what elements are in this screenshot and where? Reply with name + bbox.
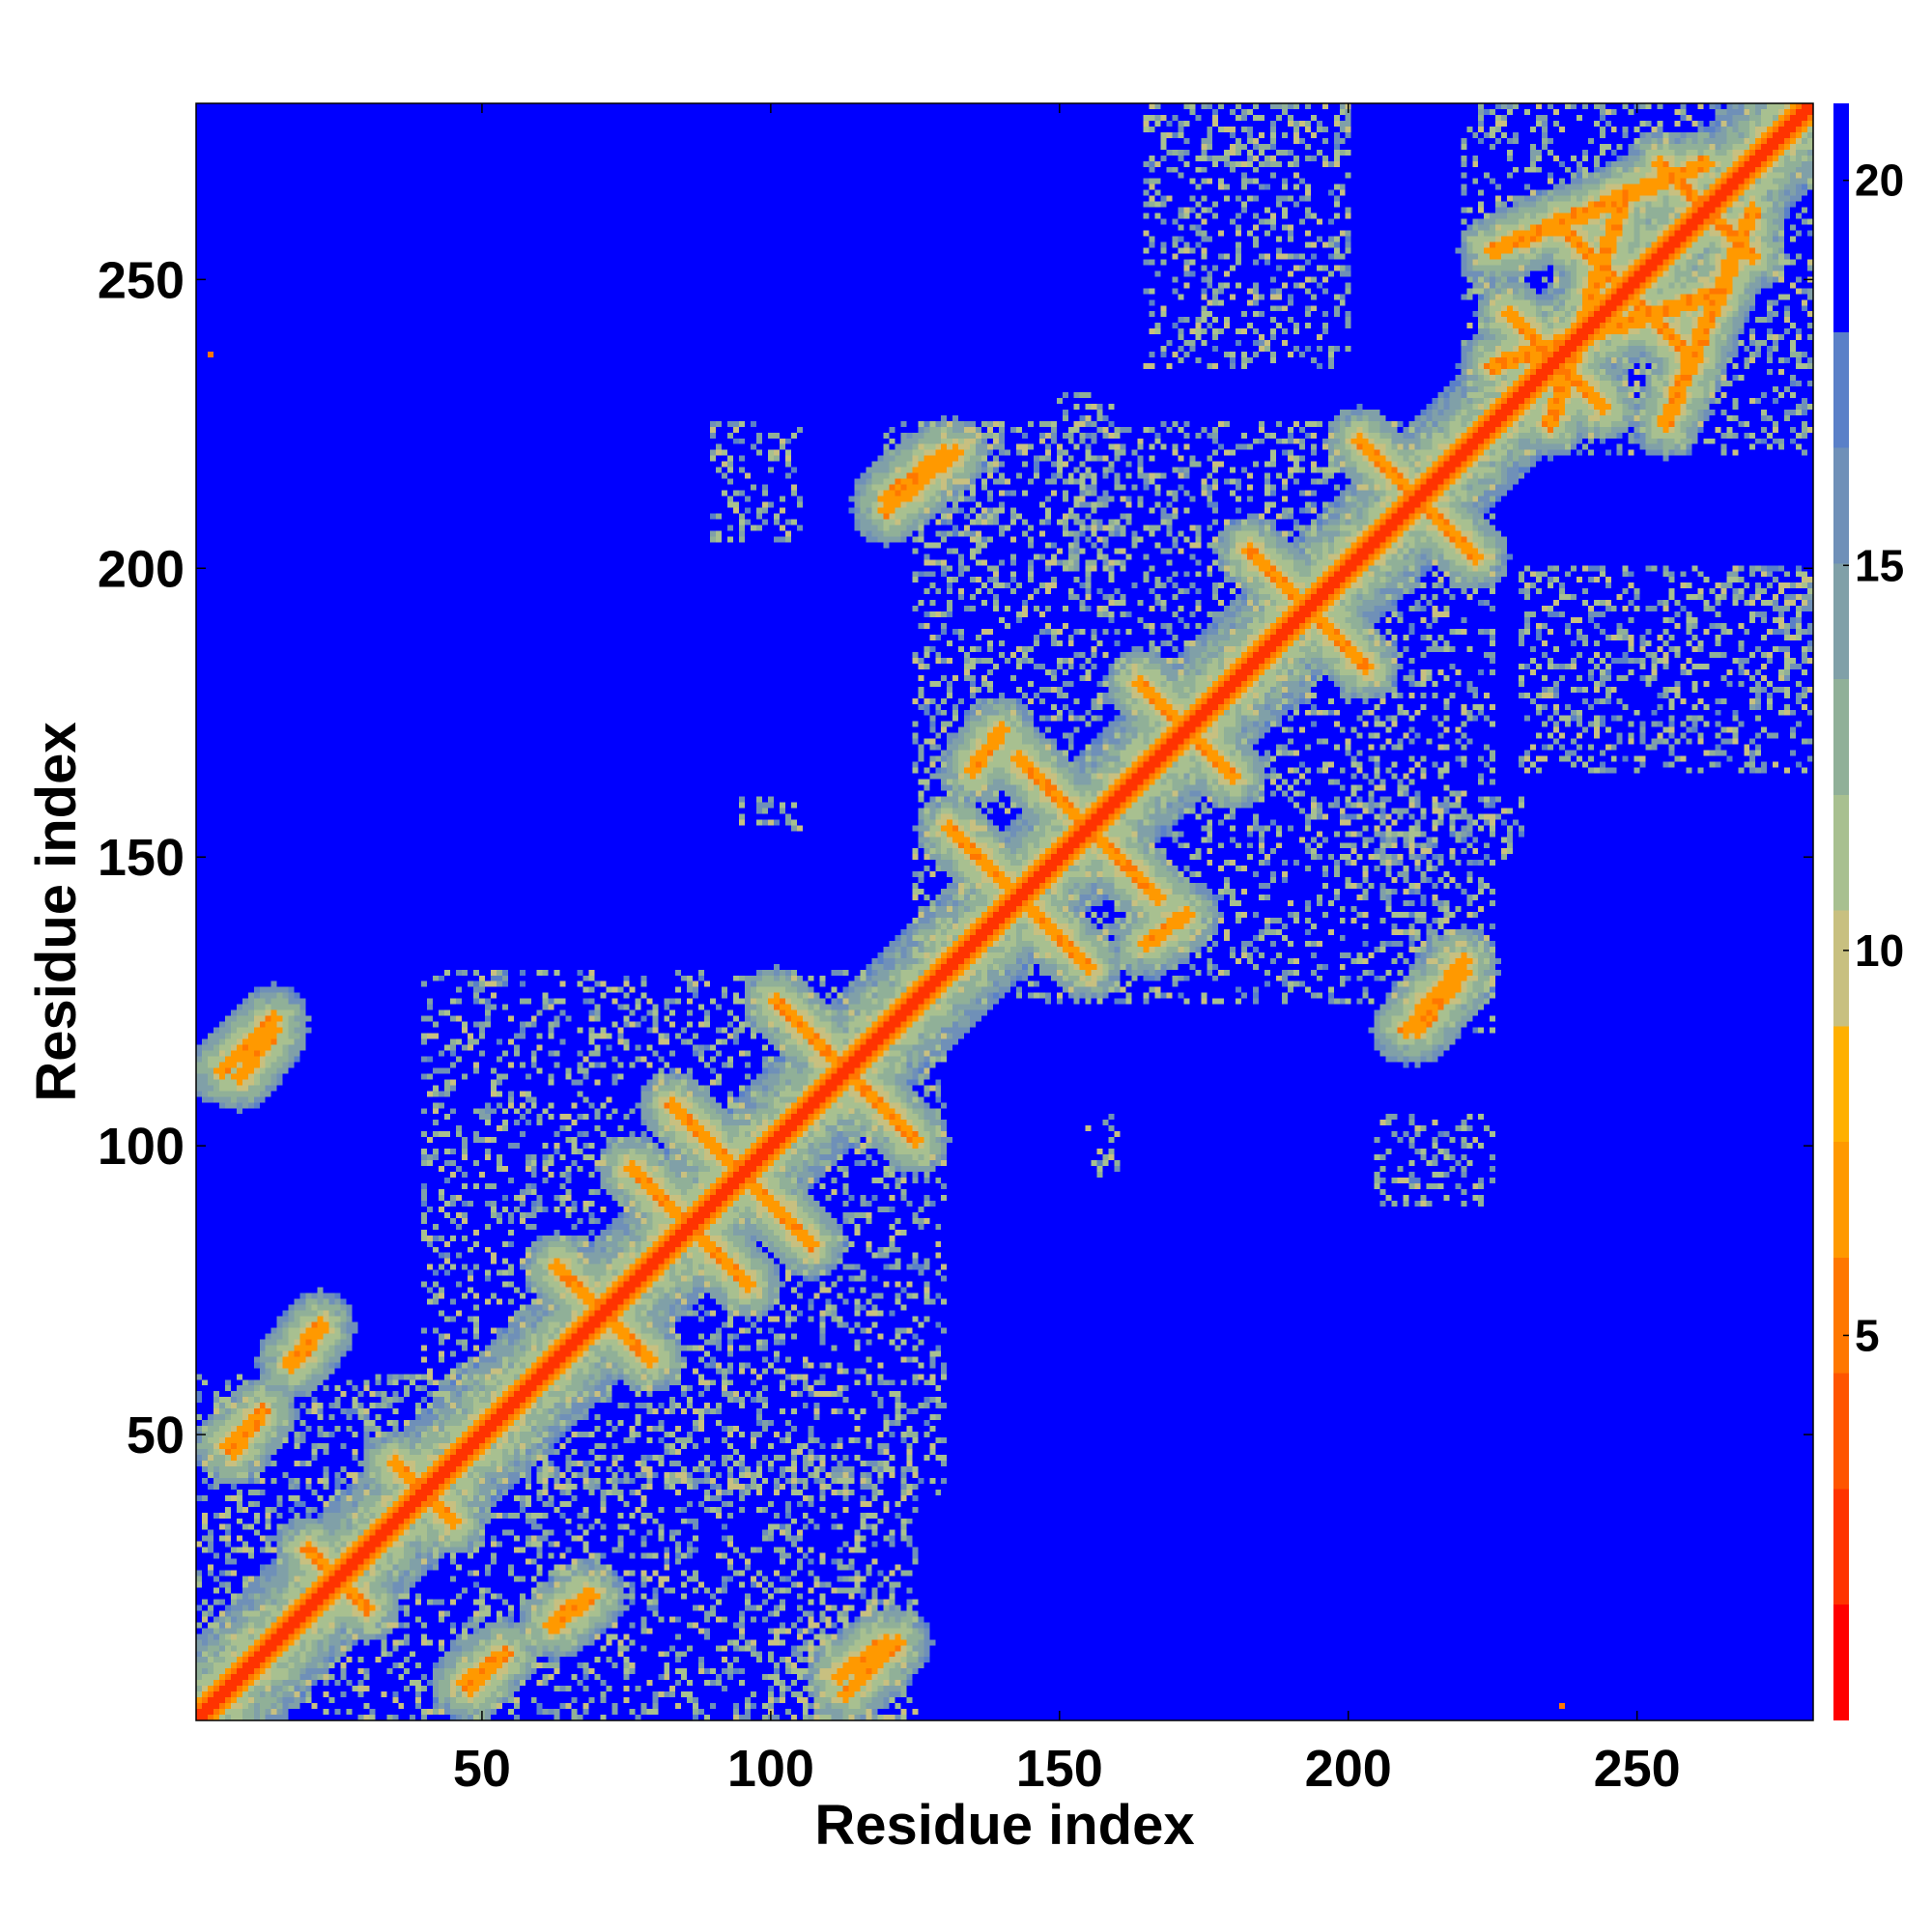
x-tick-label: 200: [1305, 1740, 1392, 1798]
x-tick-label: 150: [1016, 1740, 1103, 1798]
y-tick-label: 250: [98, 251, 185, 309]
y-tick-label: 200: [98, 540, 185, 598]
x-tick-label: 50: [453, 1740, 511, 1798]
y-tick-label: 50: [127, 1406, 185, 1464]
colorbar-tick-label: 10: [1855, 925, 1904, 976]
colorbar-tick-label: 5: [1855, 1310, 1880, 1360]
plot-frame: [195, 102, 1814, 1721]
colorbar-tick-label: 20: [1855, 156, 1904, 206]
y-tick-label: 100: [98, 1118, 185, 1176]
x-tick-label: 250: [1594, 1740, 1681, 1798]
x-axis-label: Residue index: [814, 1794, 1194, 1857]
contact-map-heatmap: [196, 103, 1813, 1720]
y-axis-ticks: 50 100 150 200 250: [98, 251, 1813, 1464]
colorbar: [1833, 103, 1849, 1720]
colorbar-ticks: 5 10 15 20: [1843, 156, 1904, 1360]
x-axis-ticks: 50 100 150 200 250: [453, 103, 1681, 1798]
y-tick-label: 150: [98, 829, 185, 887]
colorbar-tick-label: 15: [1855, 540, 1904, 590]
y-axis-label: Residue index: [25, 722, 88, 1101]
x-tick-label: 100: [727, 1740, 814, 1798]
